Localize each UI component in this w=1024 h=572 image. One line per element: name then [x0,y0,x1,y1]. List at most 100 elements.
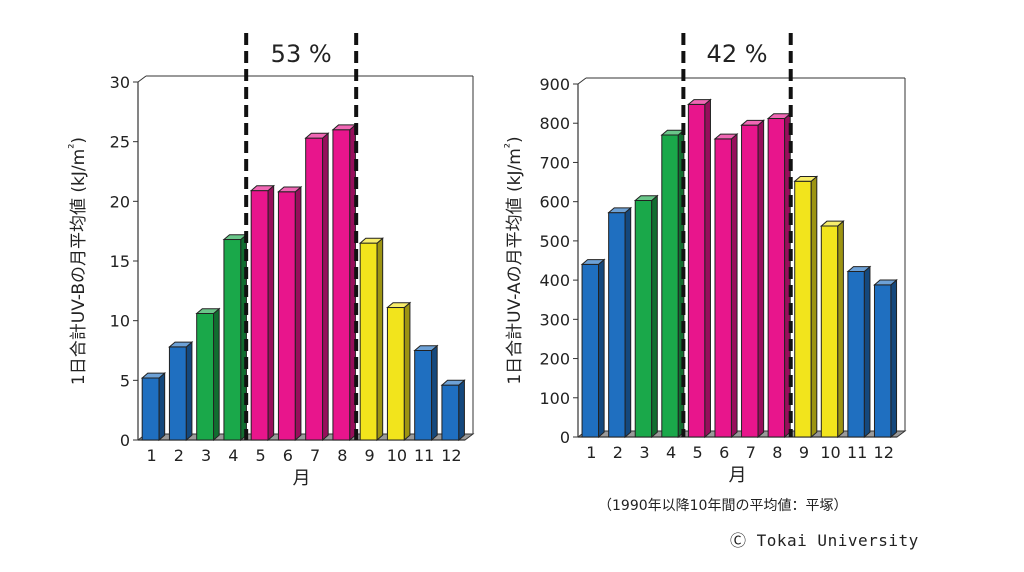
bar-front [661,134,679,438]
bar-top [819,220,845,227]
bar-top [358,237,385,244]
bar-side [376,237,384,442]
y-axis-label: 1日合計UV-Bの月平均値 (kJ/m²) [67,137,89,385]
bar-month-8 [766,112,792,439]
bar-front [581,263,600,438]
bar-month-1 [140,372,167,442]
y-tick-label: 20 [110,192,130,211]
bar-side [651,194,658,439]
bar-top [413,345,439,351]
x-tick-label: 3 [201,446,211,465]
x-tick-label: 9 [799,443,809,462]
bar-month-2 [607,206,633,439]
bar-side [267,184,275,442]
bar-front [141,377,160,441]
bar-month-7 [304,132,330,442]
bar-front [332,129,351,441]
y-tick-label: 100 [539,389,570,408]
bar-front [250,190,269,441]
x-tick-label: 7 [310,446,320,465]
bar-side [890,278,898,439]
bar-side [598,258,605,439]
frame-edge [137,75,147,83]
bar-side [458,379,465,442]
x-tick-label: 1 [147,446,157,465]
bar-front [386,307,405,441]
bar-side [431,344,438,442]
bar-month-2 [168,341,194,442]
bar-month-10 [819,220,845,439]
bar-top [713,133,739,140]
bar-side [677,129,685,439]
x-tick-label: 2 [174,446,184,465]
y-tick-label: 0 [560,428,570,447]
bar-top [277,186,303,193]
bar-side [185,341,193,442]
x-tick-label: 10 [387,446,407,465]
bar-front [820,225,839,438]
bar-front [634,199,653,438]
bar-front [223,239,242,441]
bar-month-3 [195,307,221,442]
bar-side [403,301,411,442]
x-tick-label: 6 [283,446,293,465]
bar-front [359,242,378,441]
bar-top [386,302,412,309]
x-tick-label: 4 [228,446,238,465]
bar-top [195,308,221,315]
bar-side [240,233,247,442]
bar-front [277,191,296,441]
bar-side [158,372,166,442]
x-tick-label: 9 [365,446,375,465]
bar-side [213,307,220,442]
bar-front [767,118,786,438]
frame-edge [577,77,587,85]
bar-month-4 [222,233,248,442]
bar-side [757,119,765,439]
bar-side [294,185,302,442]
y-tick-label: 200 [539,350,570,369]
bar-month-6 [277,185,303,442]
bar-top [440,379,466,386]
bar-top [793,175,819,182]
bar-front [168,346,187,441]
bar-month-5 [249,184,276,442]
bar-top [633,195,659,201]
x-tick-label: 4 [666,443,676,462]
x-tick-label: 2 [613,443,623,462]
bar-month-12 [440,379,466,442]
bar-month-1 [580,258,606,439]
highlight-percent-label: 53 % [271,40,332,68]
x-tick-label: 12 [874,443,894,462]
x-tick-label: 5 [693,443,703,462]
bar-front [714,138,732,438]
bar-side [837,220,844,439]
bar-top [580,259,606,265]
x-axis-label: 月 [729,465,747,486]
bar-front [305,137,324,441]
y-tick-label: 25 [110,133,130,152]
bar-front [608,212,626,438]
bar-front [441,384,460,441]
bar-side [810,175,818,439]
bar-side [730,133,738,439]
bar-top [304,132,330,139]
bar-side [322,132,329,442]
bar-front [847,270,865,438]
y-tick-label: 15 [110,252,130,271]
bar-month-9 [793,175,819,439]
x-tick-label: 11 [414,446,434,465]
bar-month-8 [331,123,357,442]
bar-front [873,284,892,438]
bar-top [846,266,872,272]
x-tick-label: 6 [719,443,729,462]
x-tick-label: 1 [586,443,596,462]
bar-front [196,313,215,441]
y-tick-label: 0 [120,431,130,450]
bar-month-5 [687,98,712,439]
bar-top [168,341,194,348]
bar-front [414,350,433,441]
bar-month-9 [358,237,385,442]
